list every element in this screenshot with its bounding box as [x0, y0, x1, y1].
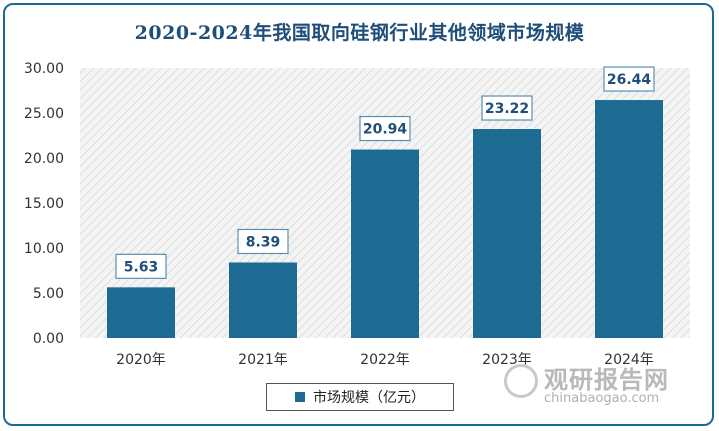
data-label-box	[481, 95, 533, 121]
chart-title: 2020-2024年我国取向硅钢行业其他领域市场规模	[134, 22, 585, 44]
bar	[351, 149, 419, 338]
x-tick-label: 2022年	[360, 352, 410, 368]
data-label: 23.22	[485, 101, 529, 117]
bar	[229, 262, 297, 338]
data-label-box	[603, 66, 655, 92]
data-label: 20.94	[363, 122, 408, 138]
y-tick-label: 30.00	[24, 61, 64, 77]
legend-swatch	[295, 392, 305, 402]
bar	[473, 129, 541, 338]
data-label-box	[359, 115, 411, 142]
y-tick-label: 20.00	[24, 151, 64, 167]
data-label: 8.39	[246, 234, 281, 250]
bar	[107, 287, 175, 338]
y-tick-label: 25.00	[24, 106, 64, 122]
data-label-box	[115, 253, 167, 279]
x-tick-label: 2024年	[604, 352, 654, 368]
data-label: 26.44	[607, 72, 652, 88]
watermark-logo-icon	[504, 364, 538, 398]
legend: 市场规模（亿元）	[266, 383, 454, 411]
legend-label: 市场规模（亿元）	[313, 390, 425, 406]
y-tick-label: 10.00	[24, 241, 64, 257]
x-tick-label: 2020年	[116, 352, 166, 368]
bar	[595, 100, 663, 338]
y-tick-label: 15.00	[24, 196, 64, 212]
data-label: 5.63	[124, 259, 159, 275]
y-tick-label: 5.00	[33, 286, 64, 302]
watermark-main: 观研报告网	[544, 366, 669, 394]
watermark: 观研报告网 chinabaogao.com	[500, 360, 700, 410]
data-label-box	[237, 228, 289, 255]
y-tick-label: 0.00	[33, 331, 64, 347]
x-tick-label: 2021年	[238, 352, 288, 368]
watermark-sub: chinabaogao.com	[544, 391, 660, 406]
